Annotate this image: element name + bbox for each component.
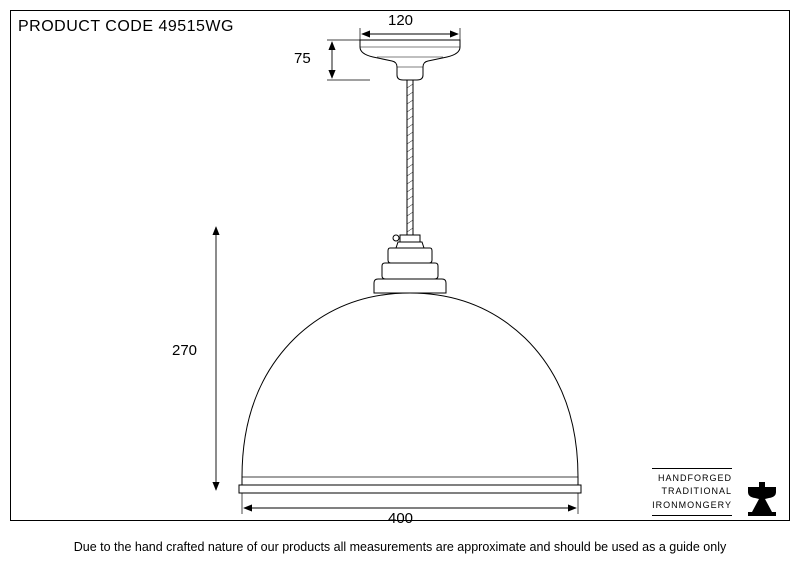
- logo-line-1: HANDFORGED: [652, 472, 732, 486]
- collar: [374, 235, 446, 293]
- disclaimer-text: Due to the hand crafted nature of our pr…: [0, 540, 800, 554]
- dim-canopy-width: 120: [388, 12, 413, 29]
- canopy: [360, 40, 460, 80]
- dome-shade: [239, 293, 581, 493]
- dim-canopy-height: 75: [294, 50, 311, 67]
- dim-shade-height: 270: [172, 342, 197, 359]
- logo-line-2: TRADITIONAL: [652, 485, 732, 499]
- cable: [407, 80, 413, 235]
- dim-shade-width: 400: [388, 510, 413, 527]
- logo-line-3: IRONMONGERY: [652, 499, 732, 513]
- brand-logo-text: HANDFORGED TRADITIONAL IRONMONGERY: [652, 468, 732, 517]
- technical-drawing: [10, 10, 790, 521]
- anvil-logo-icon: [742, 476, 782, 522]
